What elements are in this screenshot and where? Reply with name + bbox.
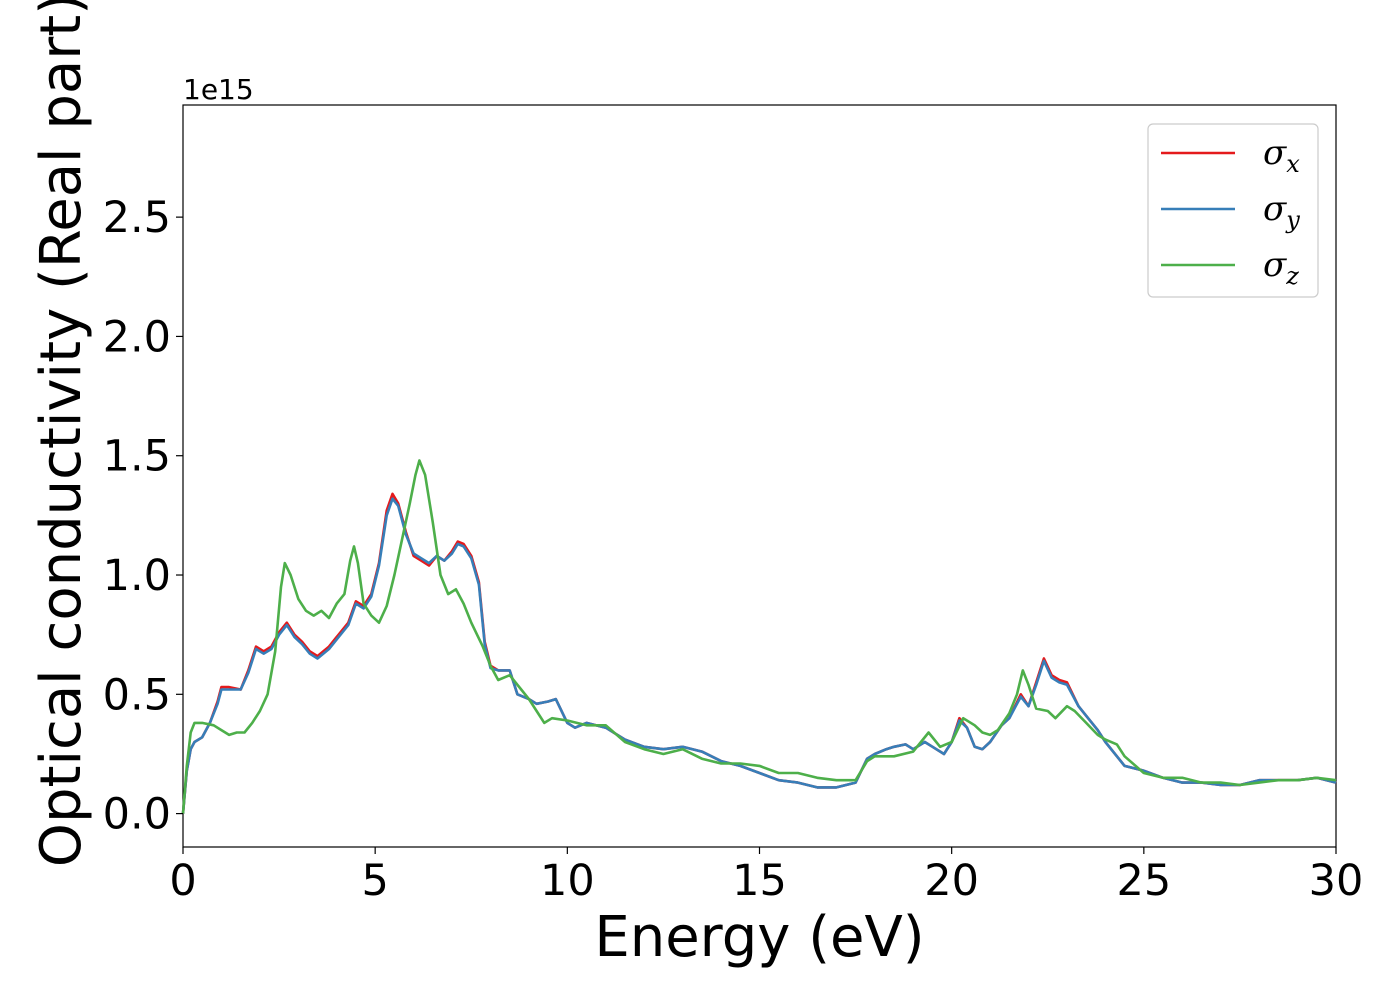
x-tick-label: 25: [1116, 856, 1171, 906]
y-tick-label: 0.0: [103, 790, 171, 840]
legend-box: [1147, 123, 1319, 298]
series-layer: [181, 459, 1337, 814]
legend-symbol: σ: [1263, 245, 1287, 285]
legend-symbol: σ: [1263, 133, 1287, 173]
x-tick-label: 20: [924, 856, 979, 906]
legend-label-x: σx: [1263, 133, 1300, 178]
x-tick-label: 15: [732, 856, 787, 906]
legend-subscript: z: [1285, 262, 1299, 290]
y-tick-label: 0.5: [103, 670, 171, 720]
x-tick-label: 30: [1309, 856, 1364, 906]
x-tick-label: 10: [540, 856, 595, 906]
x-axis-label: Energy (eV): [594, 905, 924, 970]
legend-subscript: y: [1285, 206, 1300, 234]
x-tick-label: 0: [169, 856, 196, 906]
x-tick-label: 5: [361, 856, 388, 906]
y-axis-label: Optical conductivity (Real part): [29, 0, 94, 867]
y-tick-label: 2.0: [103, 312, 171, 362]
legend-label-y: σy: [1263, 189, 1300, 234]
y-tick-label: 1.0: [103, 551, 171, 601]
series-line-z: [181, 459, 1337, 814]
legend-subscript: x: [1286, 150, 1300, 178]
y-offset-text: 1e15: [183, 73, 254, 106]
legend-label-z: σz: [1263, 245, 1299, 290]
legend-symbol: σ: [1263, 189, 1287, 229]
y-tick-label: 2.5: [103, 193, 171, 243]
y-tick-label: 1.5: [103, 432, 171, 482]
y-axis-ticks: 0.0 0.5 1.0 1.5 2.0 2.5: [103, 193, 183, 840]
x-axis-ticks: 0 5 10 15 20 25 30: [169, 847, 1363, 906]
